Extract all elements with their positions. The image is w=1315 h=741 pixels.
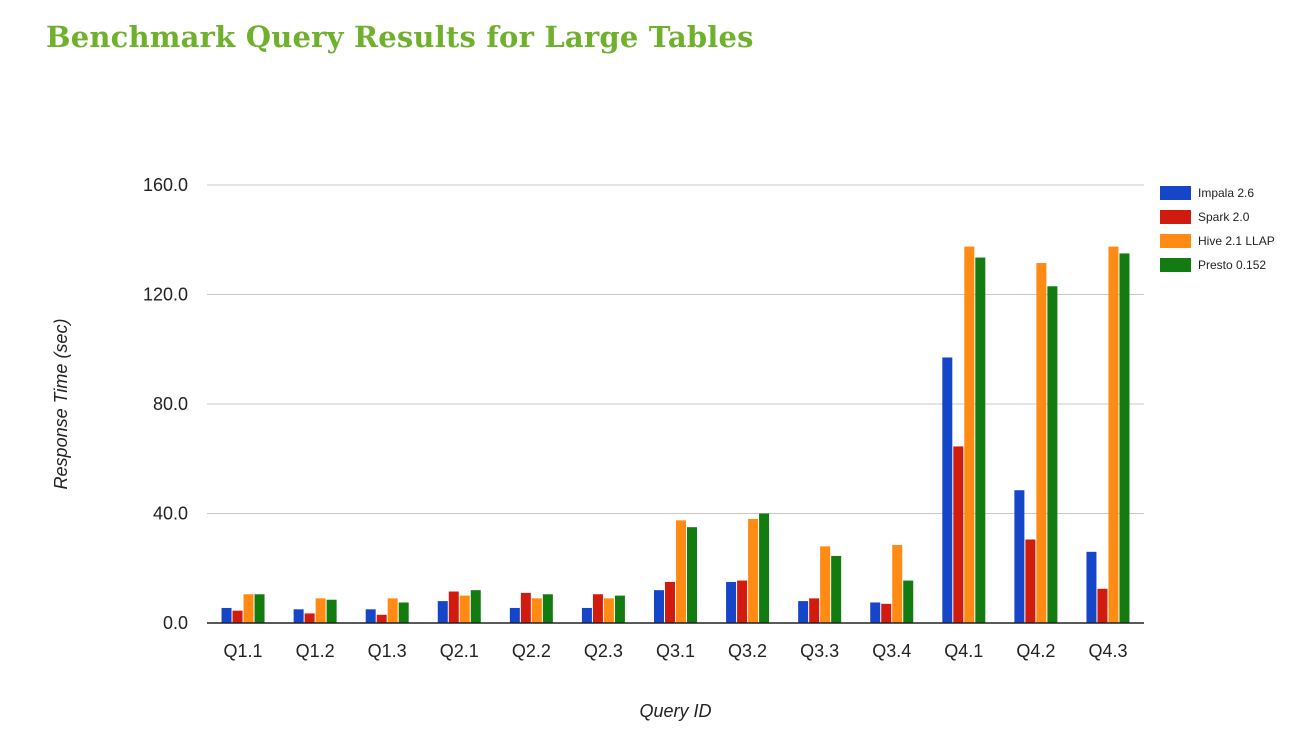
legend-label: Hive 2.1 LLAP: [1198, 234, 1275, 248]
bar: [232, 610, 243, 623]
x-tick-label: Q4.3: [1088, 641, 1127, 661]
bar: [1047, 286, 1058, 623]
bar: [326, 599, 337, 623]
chart-legend: Impala 2.6 Spark 2.0 Hive 2.1 LLAP Presto 0…: [1160, 186, 1275, 272]
bar: [1108, 246, 1119, 623]
legend-label: Presto 0.152: [1198, 258, 1266, 272]
x-tick-label: Q3.2: [728, 641, 767, 661]
bar: [870, 602, 881, 623]
bar: [759, 513, 770, 623]
bar: [614, 595, 625, 623]
bar: [737, 580, 748, 623]
bar: [448, 591, 459, 623]
bar: [942, 357, 953, 623]
bar: [531, 598, 542, 623]
bar: [820, 546, 831, 623]
x-tick-label: Q3.3: [800, 641, 839, 661]
y-tick-label: 80.0: [153, 394, 188, 414]
bar: [676, 520, 686, 623]
bar: [365, 609, 376, 623]
x-tick-label: Q2.1: [440, 641, 479, 661]
bar: [603, 598, 614, 623]
y-tick-label: 0.0: [163, 613, 188, 633]
bar: [964, 246, 975, 623]
x-tick-label: Q1.1: [224, 641, 263, 661]
y-tick-label: 160.0: [143, 175, 188, 195]
bar: [687, 527, 697, 623]
bar: [809, 598, 820, 623]
bar: [293, 609, 304, 623]
chart-bars: [221, 246, 1130, 623]
bar: [1014, 490, 1025, 623]
bar: [387, 598, 398, 623]
legend-swatch: [1160, 234, 1191, 248]
bar: [376, 614, 387, 623]
bar: [975, 257, 986, 623]
x-tick-label: Q4.1: [944, 641, 983, 661]
bar: [509, 607, 520, 623]
legend-swatch: [1160, 210, 1191, 224]
x-axis-tick-labels: Q1.1 Q1.2 Q1.3 Q2.1 Q2.2 Q2.3 Q3.1 Q3.2 Q3.3 Q3.4…: [224, 641, 1128, 661]
bar: [831, 555, 842, 623]
bar: [1036, 263, 1047, 623]
bar: [798, 601, 809, 623]
bar: [748, 518, 759, 623]
x-tick-label: Q3.4: [872, 641, 911, 661]
x-axis-title: Query ID: [639, 701, 711, 721]
legend-swatch: [1160, 186, 1191, 200]
x-tick-label: Q1.2: [296, 641, 335, 661]
bar: [654, 590, 664, 623]
bar: [592, 594, 603, 623]
bar: [243, 594, 254, 623]
x-tick-label: Q4.2: [1016, 641, 1055, 661]
bar: [581, 607, 592, 623]
y-axis-tick-labels: 0.0 40.0 80.0 120.0 160.0: [143, 175, 188, 633]
bar: [1119, 253, 1130, 623]
bar: [520, 592, 531, 623]
bar: [892, 544, 903, 623]
bar: [470, 590, 481, 623]
x-tick-label: Q2.3: [584, 641, 623, 661]
x-tick-label: Q1.3: [368, 641, 407, 661]
bar: [1025, 539, 1036, 623]
bar: [254, 594, 265, 623]
bar: [726, 581, 737, 623]
bar: [953, 446, 964, 623]
bar: [665, 581, 675, 623]
y-axis-title: Response Time (sec): [51, 319, 71, 490]
bar: [542, 594, 553, 623]
bar: [1086, 551, 1097, 623]
bar: [881, 603, 892, 623]
y-tick-label: 40.0: [153, 504, 188, 524]
x-tick-label: Q3.1: [656, 641, 695, 661]
bar: [221, 607, 232, 623]
y-tick-label: 120.0: [143, 285, 188, 305]
page-title: Benchmark Query Results for Large Tables: [46, 20, 754, 54]
bar: [315, 598, 326, 623]
legend-label: Spark 2.0: [1198, 210, 1250, 224]
x-tick-label: Q2.2: [512, 641, 551, 661]
legend-swatch: [1160, 258, 1191, 272]
bar: [398, 602, 409, 623]
bar: [304, 613, 315, 623]
legend-label: Impala 2.6: [1198, 186, 1254, 200]
bar: [903, 580, 914, 623]
chart-gridlines: [207, 184, 1144, 514]
bar: [437, 601, 448, 623]
bar: [1097, 588, 1108, 623]
bar: [459, 595, 470, 623]
